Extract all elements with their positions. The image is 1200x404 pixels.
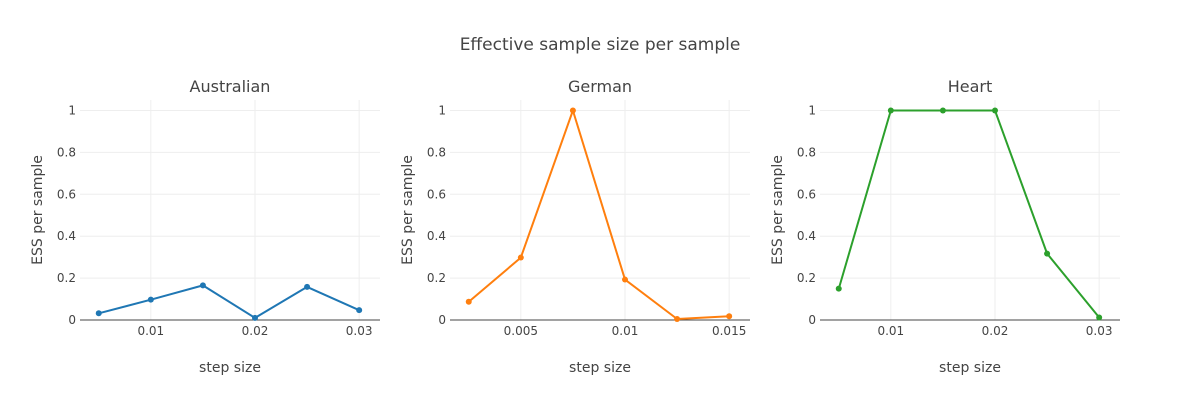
data-point xyxy=(1044,250,1051,257)
y-tick-label: 0.6 xyxy=(57,187,76,201)
x-tick-label: 0.03 xyxy=(346,324,373,338)
x-tick-label: 0.015 xyxy=(712,324,746,338)
x-tick-label: 0.01 xyxy=(137,324,164,338)
main-title: Effective sample size per sample xyxy=(460,35,741,55)
data-point xyxy=(252,314,258,321)
data-point xyxy=(887,107,894,114)
data-point xyxy=(465,298,472,305)
x-tick-label: 0.02 xyxy=(242,324,269,338)
y-tick-label: 0.4 xyxy=(797,229,816,243)
y-tick-label: 0 xyxy=(68,313,76,327)
y-tick-label: 0.4 xyxy=(427,229,446,243)
subplot-title: German xyxy=(568,77,632,96)
x-tick-label: 0.01 xyxy=(612,324,639,338)
subplot-title: Australian xyxy=(190,77,271,96)
y-tick-label: 0.2 xyxy=(797,271,816,285)
y-tick-label: 1 xyxy=(808,103,816,117)
data-point xyxy=(1096,314,1103,321)
chart-panel-2: 0 0.2 0.4 0.6 0.8 1 0.005 0.01 0.015 German step s… xyxy=(400,77,750,376)
data-point xyxy=(199,282,206,289)
y-tick-label: 0.2 xyxy=(427,271,446,285)
subplot-title: Heart xyxy=(948,77,993,96)
x-axis-title: step size xyxy=(939,360,1001,376)
x-tick-label: 0.03 xyxy=(1086,324,1113,338)
data-point xyxy=(356,307,363,314)
data-point xyxy=(304,283,311,290)
data-point xyxy=(622,276,628,283)
data-point xyxy=(939,107,946,114)
series-line xyxy=(837,109,1100,319)
y-tick-label: 0.4 xyxy=(57,229,76,243)
y-tick-label: 0.8 xyxy=(57,145,76,159)
y-tick-label: 0.8 xyxy=(427,145,446,159)
y-tick-label: 0 xyxy=(808,313,816,327)
data-point xyxy=(95,310,102,317)
chart-panel-3: 0 0.2 0.4 0.6 0.8 1 0.01 0.02 0.03 Heart step size… xyxy=(770,77,1120,376)
data-point xyxy=(726,313,733,320)
y-axis-title: ESS per sample xyxy=(400,155,416,265)
y-tick-label: 0.6 xyxy=(797,187,816,201)
x-axis-title: step size xyxy=(199,360,261,376)
y-tick-label: 0.6 xyxy=(427,187,446,201)
series-line xyxy=(468,109,730,320)
y-axis-title: ESS per sample xyxy=(30,155,46,265)
x-axis-title: step size xyxy=(569,360,631,376)
y-tick-label: 0.8 xyxy=(797,145,816,159)
data-point xyxy=(674,315,681,322)
data-point xyxy=(147,296,154,303)
data-point xyxy=(835,285,842,292)
data-point xyxy=(517,254,524,261)
data-point xyxy=(569,107,576,114)
x-tick-label: 0.01 xyxy=(877,324,904,338)
y-axis-title: ESS per sample xyxy=(770,155,786,265)
y-tick-label: 0.2 xyxy=(57,271,76,285)
data-point xyxy=(992,107,998,114)
y-tick-label: 1 xyxy=(68,103,76,117)
x-tick-label: 0.02 xyxy=(982,324,1009,338)
x-tick-label: 0.005 xyxy=(504,324,538,338)
chart-panel-1: 0 0.2 0.4 0.6 0.8 1 0.01 0.02 0.03 Australian step… xyxy=(30,77,380,376)
y-tick-label: 0 xyxy=(438,313,446,327)
series-line xyxy=(98,284,360,319)
y-tick-label: 1 xyxy=(438,103,446,117)
